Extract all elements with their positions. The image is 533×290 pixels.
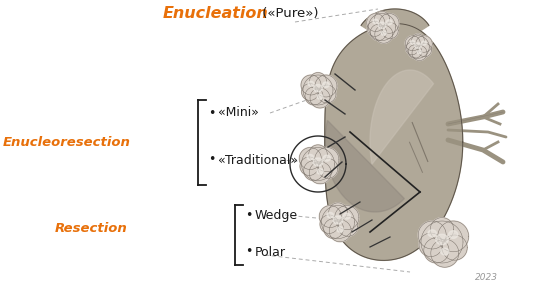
Text: •: • [245, 246, 252, 258]
Polygon shape [421, 221, 463, 263]
Polygon shape [370, 24, 386, 41]
Polygon shape [308, 81, 314, 86]
Polygon shape [337, 227, 343, 232]
Polygon shape [313, 84, 322, 92]
Polygon shape [386, 20, 392, 25]
Polygon shape [318, 159, 338, 178]
Polygon shape [327, 213, 334, 218]
Text: («Pure»): («Pure») [258, 8, 319, 21]
Polygon shape [313, 158, 323, 166]
Polygon shape [375, 11, 390, 26]
Polygon shape [309, 145, 327, 163]
Polygon shape [407, 36, 429, 58]
Polygon shape [304, 161, 324, 180]
Polygon shape [302, 84, 318, 100]
Polygon shape [315, 75, 337, 97]
Polygon shape [317, 94, 323, 99]
Polygon shape [438, 221, 469, 252]
Polygon shape [367, 21, 382, 36]
Polygon shape [419, 233, 442, 257]
Polygon shape [317, 169, 324, 174]
Polygon shape [381, 31, 386, 35]
Polygon shape [303, 75, 333, 105]
Polygon shape [449, 231, 458, 238]
Polygon shape [408, 45, 422, 58]
Polygon shape [410, 41, 415, 44]
Polygon shape [320, 215, 338, 233]
Polygon shape [373, 19, 378, 24]
Polygon shape [319, 206, 341, 227]
Polygon shape [441, 248, 449, 255]
Text: «Mini»: «Mini» [218, 106, 259, 119]
Polygon shape [329, 220, 351, 242]
Polygon shape [416, 36, 432, 52]
Polygon shape [430, 218, 454, 241]
Polygon shape [323, 155, 330, 161]
Polygon shape [322, 82, 329, 87]
Text: •: • [245, 209, 252, 222]
Polygon shape [324, 219, 343, 238]
Text: •: • [208, 106, 215, 119]
Polygon shape [321, 206, 354, 238]
Polygon shape [418, 43, 432, 57]
Polygon shape [417, 50, 422, 54]
Polygon shape [310, 72, 326, 89]
Polygon shape [310, 88, 330, 108]
Polygon shape [424, 238, 449, 263]
Polygon shape [422, 41, 426, 45]
Polygon shape [302, 148, 335, 180]
Polygon shape [379, 14, 399, 33]
Polygon shape [300, 157, 318, 175]
Polygon shape [301, 75, 321, 95]
Polygon shape [367, 14, 385, 32]
Polygon shape [309, 162, 331, 184]
Text: Polar: Polar [255, 246, 286, 258]
Text: Enucleoresection: Enucleoresection [3, 135, 131, 148]
Polygon shape [314, 148, 339, 172]
Text: «Traditional»: «Traditional» [218, 153, 298, 166]
Polygon shape [318, 85, 336, 103]
Polygon shape [300, 148, 321, 169]
Polygon shape [431, 239, 459, 267]
Polygon shape [418, 221, 446, 249]
Polygon shape [325, 23, 463, 260]
Polygon shape [361, 9, 429, 47]
Polygon shape [406, 42, 418, 55]
Polygon shape [305, 87, 323, 105]
Polygon shape [335, 206, 359, 230]
Polygon shape [375, 25, 393, 43]
Polygon shape [411, 34, 424, 47]
Polygon shape [378, 22, 386, 29]
Text: Resection: Resection [55, 222, 128, 235]
Polygon shape [370, 70, 433, 164]
Polygon shape [329, 203, 347, 221]
Polygon shape [415, 43, 422, 48]
Polygon shape [405, 36, 420, 51]
Polygon shape [435, 234, 448, 245]
Polygon shape [325, 120, 405, 212]
Polygon shape [382, 23, 398, 39]
Polygon shape [368, 14, 395, 41]
Polygon shape [333, 216, 343, 224]
Polygon shape [412, 46, 427, 61]
Text: Enucleation: Enucleation [163, 6, 269, 21]
Polygon shape [307, 155, 313, 160]
Polygon shape [343, 213, 350, 219]
Text: •: • [208, 153, 215, 166]
Text: Wedge: Wedge [255, 209, 298, 222]
Text: 2023: 2023 [475, 273, 498, 282]
Polygon shape [428, 230, 437, 237]
Polygon shape [442, 235, 467, 260]
Polygon shape [338, 217, 358, 236]
